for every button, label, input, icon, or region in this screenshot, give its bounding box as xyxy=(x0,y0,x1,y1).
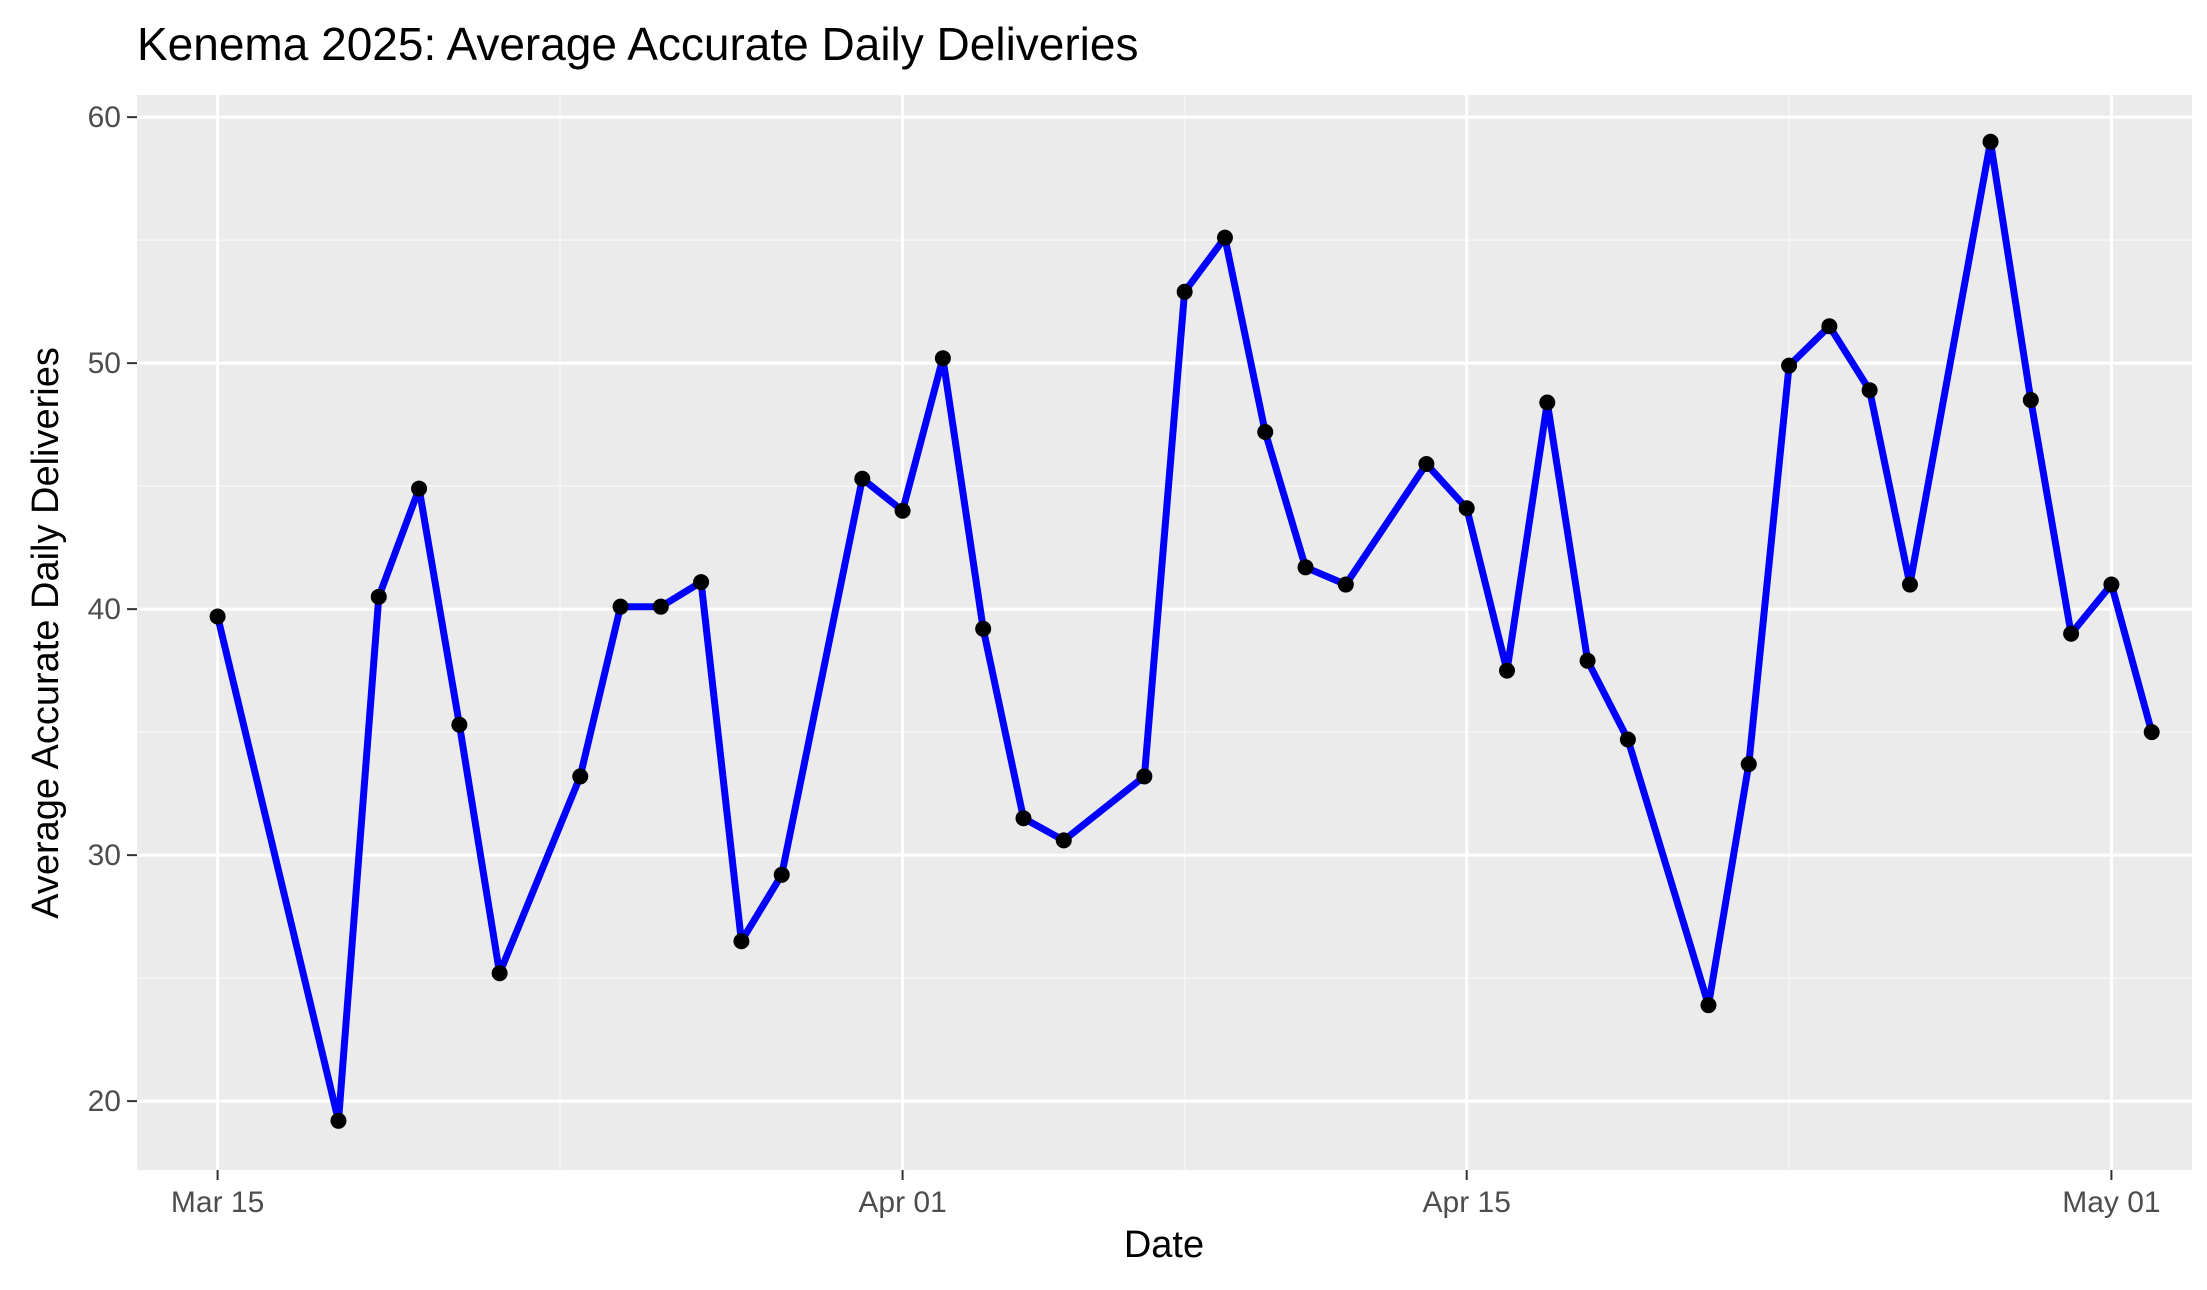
data-point xyxy=(1257,424,1274,441)
data-point xyxy=(1861,382,1878,399)
data-point xyxy=(1821,318,1838,335)
x-tick-label: Apr 01 xyxy=(858,1186,946,1219)
data-point xyxy=(854,470,871,487)
x-axis-title: Date xyxy=(1124,1224,1204,1266)
data-point xyxy=(1619,731,1636,748)
data-point xyxy=(733,933,750,950)
data-point xyxy=(652,598,669,615)
data-point xyxy=(693,574,710,591)
data-point xyxy=(1216,229,1233,246)
data-point xyxy=(451,716,468,733)
x-tick-label: May 01 xyxy=(2062,1186,2160,1219)
data-point xyxy=(1781,357,1798,374)
data-point xyxy=(370,588,387,605)
data-point xyxy=(1740,756,1757,773)
data-point xyxy=(572,768,589,785)
data-point xyxy=(773,866,790,883)
data-point xyxy=(1458,500,1475,517)
x-tick-label: Mar 15 xyxy=(171,1186,264,1219)
data-point xyxy=(411,480,428,497)
data-point xyxy=(1055,832,1072,849)
data-point xyxy=(209,608,226,625)
y-axis-title: Average Accurate Daily Deliveries xyxy=(25,347,67,919)
data-point xyxy=(1337,576,1354,593)
y-tick-label: 40 xyxy=(88,593,121,626)
data-point xyxy=(1700,997,1717,1014)
chart-title: Kenema 2025: Average Accurate Daily Deli… xyxy=(137,18,1139,70)
data-point xyxy=(934,350,951,367)
data-point xyxy=(894,502,911,519)
y-axis: 20 30 40 50 60 xyxy=(88,101,137,1118)
y-tick-label: 20 xyxy=(88,1085,121,1118)
data-point xyxy=(1539,394,1556,411)
data-point xyxy=(975,620,992,637)
x-axis: Mar 15 Apr 01 Apr 15 May 01 xyxy=(171,1170,2161,1219)
data-point xyxy=(330,1112,347,1129)
data-point xyxy=(1579,652,1596,669)
data-point xyxy=(1982,133,1999,150)
data-point xyxy=(2143,724,2160,741)
data-point xyxy=(2022,392,2039,409)
y-tick-label: 50 xyxy=(88,347,121,380)
data-point xyxy=(1499,662,1515,679)
data-points xyxy=(209,133,2160,1129)
y-tick-label: 30 xyxy=(88,839,121,872)
data-point xyxy=(2063,625,2080,642)
data-point xyxy=(2103,576,2120,593)
data-point xyxy=(491,965,508,982)
data-point xyxy=(1176,283,1193,300)
minor-gridlines xyxy=(137,95,2192,1170)
x-tick-label: Apr 15 xyxy=(1423,1186,1511,1219)
data-point xyxy=(1136,768,1153,785)
y-tick-label: 60 xyxy=(88,101,121,134)
data-point xyxy=(1015,810,1032,827)
data-point xyxy=(1901,576,1918,593)
data-point xyxy=(612,598,629,615)
data-point xyxy=(1297,559,1314,576)
plot-panel xyxy=(137,95,2192,1170)
data-point xyxy=(1418,455,1435,472)
